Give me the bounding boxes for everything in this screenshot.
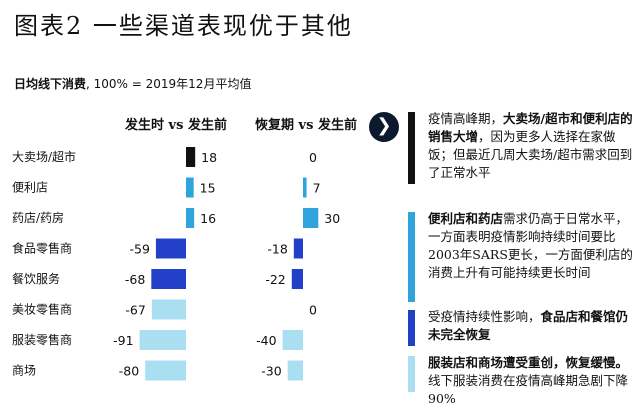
category-label: 大卖场/超市 [12,149,76,164]
bar [155,238,186,259]
data-label: -22 [265,272,285,287]
callout-marker [408,112,415,184]
chart-svg: 发生时 vs 发生前 恢复期 vs 发生前大卖场/超市便利店药店/药房食品零售商餐… [12,117,357,381]
bar [293,238,303,259]
callout-plain-text: 需求仍高于日常水平，一方面表明疫情影响持续时间要比2003年SARS更长，一方面… [428,211,633,280]
callout-text: 便利店和药店需求仍高于日常水平，一方面表明疫情影响持续时间要比2003年SARS… [428,210,634,282]
bar [186,177,194,198]
callout-plain-text: 受疫情持续性影响， [428,309,541,324]
callout-text: 服装店和商场遭受重创，恢复缓慢。线下服装消费在疫情高峰期急剧下降90% [428,354,634,408]
category-label: 食品零售商 [12,241,72,256]
callout-plain-text: 疫情高峰期， [428,111,504,126]
data-label: 15 [200,181,216,196]
subtitle-bold: 日均线下消费 [14,77,87,91]
callout-marker [408,212,415,302]
data-label: -68 [125,272,145,287]
bar [139,330,186,350]
data-label: 18 [201,150,217,165]
data-label: -59 [129,242,149,257]
callout-text: 受疫情持续性影响，食品店和餐馆仍未完全恢复 [428,308,634,344]
category-label: 药店/药房 [12,210,64,225]
bar [151,299,186,320]
chart-subtitle: 日均线下消费, 100% = 2019年12月平均值 [14,75,251,92]
bar [303,177,307,198]
data-label: 30 [324,211,340,226]
callout-text: 疫情高峰期，大卖场/超市和便利店的销售大增，因为更多人选择在家做饭；但最近几周大… [428,110,634,182]
data-label: 16 [200,211,216,226]
bar [186,147,196,167]
bar [151,269,186,289]
bar [287,360,303,381]
panel-header-2: 恢复期 vs 发生前 [255,117,357,133]
data-label: -30 [261,364,281,379]
callout-bold-text: 便利店和药店 [428,211,504,226]
page-title: 图表2 一些渠道表现优于其他 [14,12,353,40]
bar [291,269,303,289]
panel-header-1: 发生时 vs 发生前 [124,117,227,133]
data-label: 7 [313,181,321,196]
callout-bold-text: 服装店和商场遭受重创，恢复缓慢。 [428,355,629,370]
bar [186,208,195,228]
callout-marker [408,356,415,392]
category-label: 商场 [12,363,36,378]
data-label: 0 [309,303,317,318]
data-label: -67 [125,303,145,318]
callout-marker [408,310,415,346]
data-label: -80 [119,364,139,379]
data-label: -40 [256,333,276,348]
bar [303,208,319,228]
category-label: 便利店 [12,181,48,195]
callout-plain-text: ，因为更多人选择在家做饭；但最近几周大卖场/超市需求回到了正常水平 [428,129,633,180]
callout-bold-text: 食品店和餐馆仍未完全恢复 [428,309,629,342]
data-label: -18 [267,242,287,257]
category-label: 服装零售商 [12,332,72,347]
chevron-right-icon: ❯ [369,112,399,142]
bar [145,360,186,381]
category-label: 餐饮服务 [12,271,60,286]
data-label: -91 [113,333,133,348]
callout-bold-text: 大卖场/超市和便利店的销售大增 [428,111,633,144]
data-label: 0 [309,150,317,165]
category-label: 美妆零售商 [12,302,72,317]
bar [282,330,303,350]
subtitle-rest: , 100% = 2019年12月平均值 [86,77,252,91]
callout-plain-text: 线下服装消费在疫情高峰期急剧下降90% [428,373,629,406]
